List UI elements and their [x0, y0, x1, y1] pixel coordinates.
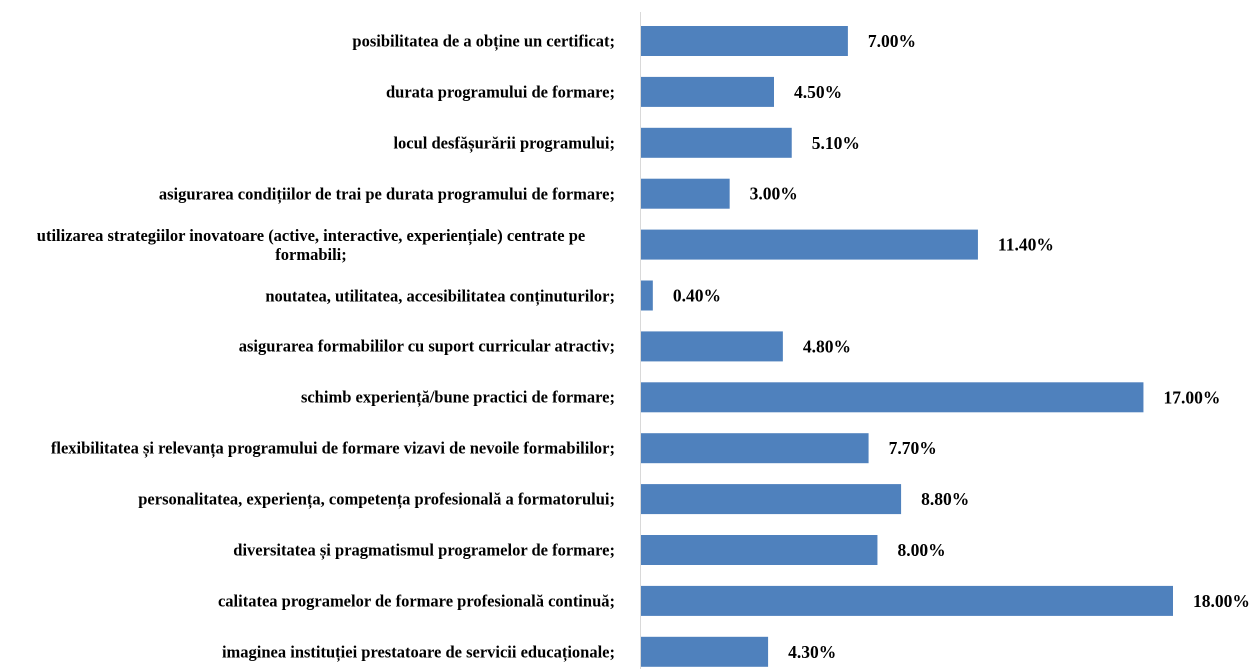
category-label: schimb experiență/bune practici de forma…	[0, 388, 615, 407]
category-label: diversitatea și pragmatismul programelor…	[0, 541, 615, 560]
value-label: 4.50%	[794, 82, 842, 102]
category-label: imaginea instituției prestatoare de serv…	[0, 642, 615, 661]
bar	[641, 76, 774, 107]
bar	[641, 382, 1144, 413]
bar	[641, 178, 730, 209]
value-label: 8.00%	[897, 540, 945, 560]
value-label: 5.10%	[812, 133, 860, 153]
bar	[641, 585, 1173, 616]
value-label: 17.00%	[1163, 387, 1220, 407]
bar	[641, 484, 902, 515]
category-text: flexibilitatea și relevanța programului …	[50, 438, 615, 458]
category-text: calitatea programelor de formare profesi…	[217, 591, 615, 611]
value-label: 4.80%	[803, 336, 851, 356]
category-text: diversitatea și pragmatismul programelor…	[233, 540, 615, 560]
category-label: calitatea programelor de formare profesi…	[0, 591, 615, 610]
value-label: 7.70%	[889, 438, 937, 458]
category-text: imaginea instituției prestatoare de serv…	[221, 642, 615, 662]
category-text: asigurarea condițiilor de trai pe durata…	[158, 184, 615, 204]
value-label: 11.40%	[998, 235, 1054, 255]
category-text: locul desfășurării programului;	[393, 133, 615, 153]
bar	[641, 127, 792, 158]
value-label: 8.80%	[921, 489, 969, 509]
bar	[641, 229, 978, 260]
value-label: 3.00%	[750, 184, 798, 204]
value-label: 4.30%	[788, 642, 836, 662]
bar	[641, 26, 848, 56]
category-label: asigurarea condițiilor de trai pe durata…	[0, 184, 615, 203]
category-text: schimb experiență/bune practici de forma…	[300, 387, 615, 407]
bar	[641, 331, 783, 362]
category-label: flexibilitatea și relevanța programului …	[0, 439, 615, 458]
category-label: noutatea, utilitatea, accesibilitatea co…	[0, 286, 615, 305]
bar	[641, 636, 769, 667]
category-text: durata programului de formare;	[386, 82, 615, 102]
bar	[641, 535, 878, 565]
value-label: 18.00%	[1193, 591, 1250, 611]
value-label: 0.40%	[673, 286, 721, 306]
category-label: utilizarea strategiilor inovatoare (acti…	[0, 226, 615, 264]
category-text: noutatea, utilitatea, accesibilitatea co…	[265, 286, 615, 305]
category-label: personalitatea, experiența, competența p…	[0, 490, 615, 509]
category-text: asigurarea formabililor cu suport curric…	[238, 336, 615, 356]
category-text: personalitatea, experiența, competența p…	[138, 489, 615, 509]
bar	[641, 433, 869, 464]
category-text: utilizarea strategiilor inovatoare (acti…	[36, 225, 586, 264]
category-label: posibilitatea de a obține un certificat;	[0, 32, 615, 51]
value-label: 7.00%	[868, 31, 916, 51]
category-label: durata programului de formare;	[0, 82, 615, 101]
bar	[641, 280, 653, 311]
category-text: posibilitatea de a obține un certificat;	[352, 31, 615, 51]
category-label: locul desfășurării programului;	[0, 133, 615, 152]
category-label: asigurarea formabililor cu suport curric…	[0, 337, 615, 356]
